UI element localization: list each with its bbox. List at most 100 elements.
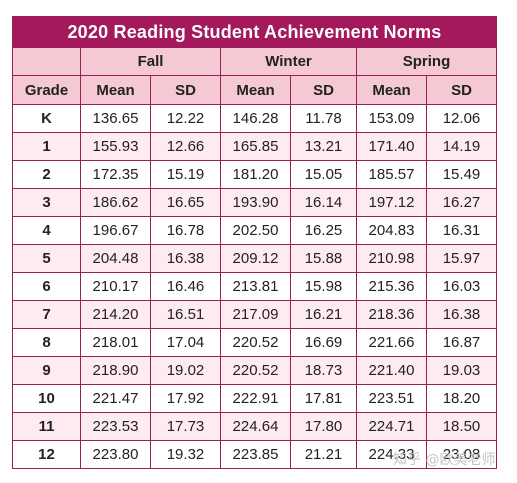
cell-spring-sd: 16.87	[426, 328, 497, 357]
cell-spring-mean: 218.36	[356, 300, 427, 329]
cell-winter-mean: 209.12	[220, 244, 291, 273]
cell-spring-sd: 12.06	[426, 104, 497, 133]
cell-grade: 4	[12, 216, 81, 245]
cell-winter-sd: 15.88	[290, 244, 357, 273]
cell-winter-sd: 16.21	[290, 300, 357, 329]
cell-winter-sd: 15.98	[290, 272, 357, 301]
cell-fall-mean: 218.90	[80, 356, 151, 385]
cell-spring-mean: 224.71	[356, 412, 427, 441]
header-winter-mean: Mean	[220, 75, 291, 105]
cell-winter-mean: 202.50	[220, 216, 291, 245]
cell-winter-sd: 15.05	[290, 160, 357, 189]
cell-spring-mean: 221.40	[356, 356, 427, 385]
cell-spring-sd: 16.38	[426, 300, 497, 329]
cell-fall-sd: 15.19	[150, 160, 221, 189]
cell-spring-mean: 215.36	[356, 272, 427, 301]
season-fall: Fall	[80, 47, 221, 76]
table-row: 6 210.17 16.46 213.81 15.98 215.36 16.03	[12, 272, 497, 301]
cell-spring-sd: 18.20	[426, 384, 497, 413]
cell-winter-mean: 220.52	[220, 356, 291, 385]
header-fall-sd: SD	[150, 75, 221, 105]
cell-spring-mean: 153.09	[356, 104, 427, 133]
cell-spring-sd: 16.27	[426, 188, 497, 217]
season-spring: Spring	[356, 47, 497, 76]
cell-winter-mean: 193.90	[220, 188, 291, 217]
header-blank	[12, 47, 81, 76]
table-row: 10 221.47 17.92 222.91 17.81 223.51 18.20	[12, 384, 497, 413]
cell-fall-sd: 12.66	[150, 132, 221, 161]
cell-fall-sd: 16.46	[150, 272, 221, 301]
table-row: 7 214.20 16.51 217.09 16.21 218.36 16.38	[12, 300, 497, 329]
table-row: 11 223.53 17.73 224.64 17.80 224.71 18.50	[12, 412, 497, 441]
cell-winter-sd: 17.81	[290, 384, 357, 413]
cell-winter-mean: 181.20	[220, 160, 291, 189]
cell-spring-sd: 14.19	[426, 132, 497, 161]
norms-table: 2020 Reading Student Achievement Norms F…	[12, 16, 497, 469]
cell-fall-sd: 16.51	[150, 300, 221, 329]
cell-fall-sd: 17.04	[150, 328, 221, 357]
table-row: 1 155.93 12.66 165.85 13.21 171.40 14.19	[12, 132, 497, 161]
cell-spring-mean: 197.12	[356, 188, 427, 217]
cell-spring-mean: 185.57	[356, 160, 427, 189]
cell-spring-sd: 15.97	[426, 244, 497, 273]
cell-winter-mean: 220.52	[220, 328, 291, 357]
cell-winter-sd: 16.69	[290, 328, 357, 357]
cell-fall-mean: 210.17	[80, 272, 151, 301]
table-row: 9 218.90 19.02 220.52 18.73 221.40 19.03	[12, 356, 497, 385]
cell-fall-mean: 214.20	[80, 300, 151, 329]
cell-winter-mean: 224.64	[220, 412, 291, 441]
cell-winter-sd: 16.25	[290, 216, 357, 245]
header-grade: Grade	[12, 75, 81, 105]
table-row: 5 204.48 16.38 209.12 15.88 210.98 15.97	[12, 244, 497, 273]
cell-grade: 5	[12, 244, 81, 273]
watermark: 知乎 @欧美老师	[393, 452, 496, 468]
cell-spring-mean: 221.66	[356, 328, 427, 357]
cell-grade: 6	[12, 272, 81, 301]
table-row: K 136.65 12.22 146.28 11.78 153.09 12.06	[12, 104, 497, 133]
cell-winter-sd: 18.73	[290, 356, 357, 385]
cell-grade: 12	[12, 440, 81, 469]
cell-fall-mean: 196.67	[80, 216, 151, 245]
cell-spring-mean: 224.33	[356, 440, 427, 469]
cell-fall-mean: 186.62	[80, 188, 151, 217]
cell-winter-mean: 217.09	[220, 300, 291, 329]
header-winter-sd: SD	[290, 75, 357, 105]
table-row: 12 223.80 19.32 223.85 21.21 224.33 23.08	[12, 440, 497, 469]
header-spring-sd: SD	[426, 75, 497, 105]
cell-grade: 1	[12, 132, 81, 161]
cell-spring-mean: 210.98	[356, 244, 427, 273]
cell-winter-mean: 213.81	[220, 272, 291, 301]
table-row: 4 196.67 16.78 202.50 16.25 204.83 16.31	[12, 216, 497, 245]
cell-spring-sd: 18.50	[426, 412, 497, 441]
cell-fall-sd: 12.22	[150, 104, 221, 133]
cell-grade: 7	[12, 300, 81, 329]
cell-fall-mean: 136.65	[80, 104, 151, 133]
table-row: 3 186.62 16.65 193.90 16.14 197.12 16.27	[12, 188, 497, 217]
cell-winter-sd: 17.80	[290, 412, 357, 441]
cell-fall-mean: 204.48	[80, 244, 151, 273]
cell-fall-mean: 221.47	[80, 384, 151, 413]
cell-winter-mean: 222.91	[220, 384, 291, 413]
cell-fall-sd: 16.65	[150, 188, 221, 217]
table-title: 2020 Reading Student Achievement Norms	[12, 16, 497, 48]
table-row: 8 218.01 17.04 220.52 16.69 221.66 16.87	[12, 328, 497, 357]
cell-fall-sd: 16.38	[150, 244, 221, 273]
cell-fall-sd: 19.02	[150, 356, 221, 385]
cell-grade: 11	[12, 412, 81, 441]
cell-spring-mean: 204.83	[356, 216, 427, 245]
cell-spring-sd: 16.03	[426, 272, 497, 301]
cell-fall-sd: 17.92	[150, 384, 221, 413]
norms-table-container: 2020 Reading Student Achievement Norms F…	[12, 16, 497, 469]
cell-fall-mean: 218.01	[80, 328, 151, 357]
cell-winter-mean: 223.85	[220, 440, 291, 469]
cell-fall-sd: 16.78	[150, 216, 221, 245]
header-fall-mean: Mean	[80, 75, 151, 105]
cell-winter-sd: 11.78	[290, 104, 357, 133]
cell-grade: 3	[12, 188, 81, 217]
cell-grade: 8	[12, 328, 81, 357]
header-spring-mean: Mean	[356, 75, 427, 105]
table-row: 2 172.35 15.19 181.20 15.05 185.57 15.49	[12, 160, 497, 189]
cell-spring-sd: 16.31	[426, 216, 497, 245]
cell-fall-mean: 172.35	[80, 160, 151, 189]
cell-spring-mean: 171.40	[356, 132, 427, 161]
